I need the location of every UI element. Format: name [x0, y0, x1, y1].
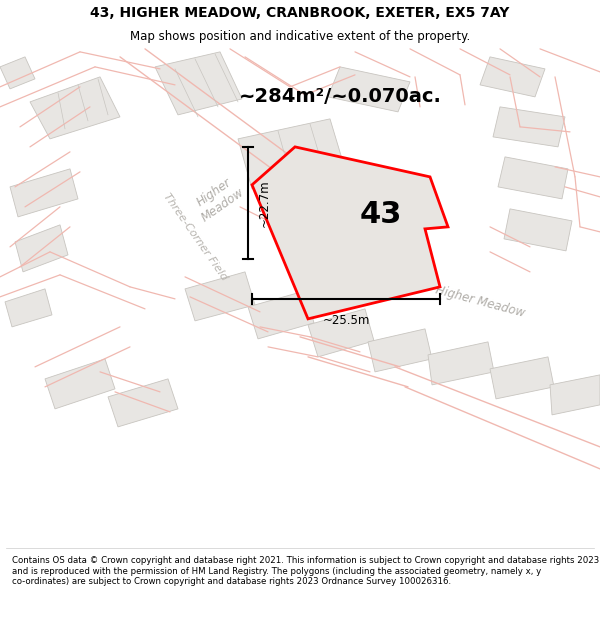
Polygon shape [45, 359, 115, 409]
Text: Contains OS data © Crown copyright and database right 2021. This information is : Contains OS data © Crown copyright and d… [12, 556, 599, 586]
Text: Higher Meadow: Higher Meadow [434, 284, 526, 320]
Text: 43, HIGHER MEADOW, CRANBROOK, EXETER, EX5 7AY: 43, HIGHER MEADOW, CRANBROOK, EXETER, EX… [91, 6, 509, 20]
Polygon shape [248, 291, 314, 339]
Text: 43: 43 [360, 200, 403, 229]
Polygon shape [15, 225, 68, 272]
Text: ~25.5m: ~25.5m [322, 314, 370, 327]
Polygon shape [490, 357, 554, 399]
Polygon shape [368, 329, 432, 372]
Polygon shape [30, 77, 120, 139]
Polygon shape [10, 169, 78, 217]
Polygon shape [0, 57, 35, 89]
Polygon shape [155, 52, 242, 115]
Polygon shape [185, 272, 255, 321]
Polygon shape [308, 309, 374, 357]
Polygon shape [328, 67, 410, 112]
Text: ~22.7m: ~22.7m [258, 179, 271, 227]
Text: Higher
Meadow: Higher Meadow [190, 173, 246, 224]
Text: Map shows position and indicative extent of the property.: Map shows position and indicative extent… [130, 30, 470, 43]
Polygon shape [5, 289, 52, 327]
Polygon shape [498, 157, 568, 199]
Polygon shape [108, 379, 178, 427]
Polygon shape [238, 119, 345, 189]
Polygon shape [428, 342, 494, 385]
Polygon shape [480, 57, 545, 97]
Text: Three-Corner Field: Three-Corner Field [161, 191, 229, 282]
Polygon shape [252, 147, 448, 319]
Polygon shape [493, 107, 565, 147]
Polygon shape [504, 209, 572, 251]
Polygon shape [550, 375, 600, 415]
Text: ~284m²/~0.070ac.: ~284m²/~0.070ac. [239, 88, 442, 106]
